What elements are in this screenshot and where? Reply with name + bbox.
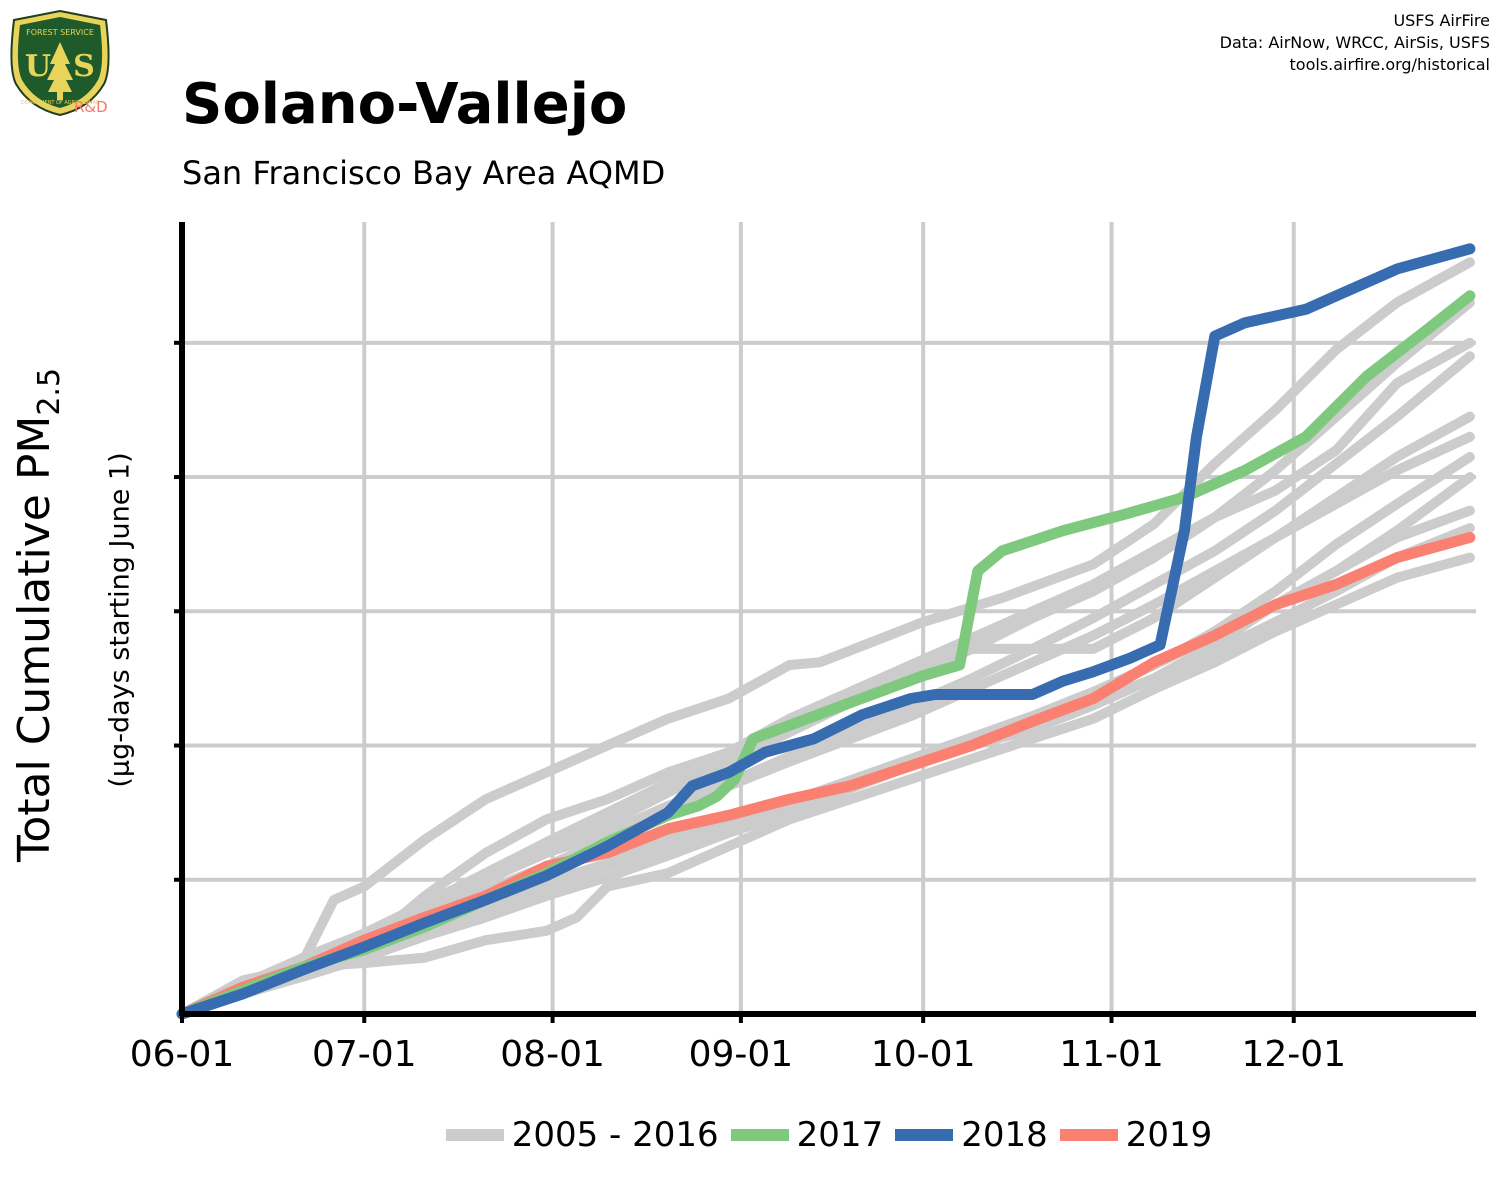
legend-swatch-2017 (730, 1129, 789, 1141)
forest-service-badge-logo: FOREST SERVICE U S DEPARTMENT OF AGRICUL… (8, 8, 112, 118)
badge-bottom-text: DEPARTMENT OF AGRICULTURE (21, 100, 99, 106)
x-tick-label-11-01: 11-01 (1059, 1034, 1164, 1075)
badge-top-text: FOREST SERVICE (26, 28, 94, 37)
svg-text:S: S (73, 49, 95, 84)
legend-item-2019: 2019 (1059, 1115, 1213, 1155)
legend-label-2017: 2017 (796, 1115, 884, 1155)
legend-label-history: 2005 - 2016 (511, 1115, 719, 1155)
credits: USFS AirFire Data: AirNow, WRCC, AirSis,… (1220, 10, 1490, 76)
highlight-series-group (176, 243, 1476, 1020)
x-tick-label-12-01: 12-01 (1241, 1034, 1346, 1075)
series-line-history-3 (177, 552, 1475, 1019)
x-tick-label-09-01: 09-01 (689, 1034, 794, 1075)
x-tick-labels: 06-01 07-01 08-01 09-01 10-01 11-01 12-01 (130, 1014, 1346, 1075)
legend-swatch-2018 (895, 1129, 954, 1141)
x-tick-label-10-01: 10-01 (871, 1034, 976, 1075)
chart-subtitle: San Francisco Bay Area AQMD (182, 154, 666, 192)
credit-line-1: USFS AirFire (1393, 11, 1490, 30)
legend-item-2017: 2017 (730, 1115, 884, 1155)
axes (179, 222, 1476, 1017)
series-line-history-2 (177, 337, 1475, 1019)
credit-line-3: tools.airfire.org/historical (1289, 55, 1490, 74)
legend-swatch-history (445, 1129, 504, 1141)
x-tick-label-07-01: 07-01 (312, 1034, 417, 1075)
legend: 2005 - 2016 2017 2018 2019 (0, 1115, 1500, 1155)
series-line-history-1 (177, 257, 1475, 1019)
x-tick-label-06-01: 06-01 (130, 1034, 235, 1075)
svg-text:U: U (25, 49, 51, 84)
legend-item-2018: 2018 (895, 1115, 1048, 1155)
series-line-2019 (176, 532, 1476, 1020)
history-series-group (177, 257, 1475, 1019)
badge-rd-label: R&D (74, 98, 108, 116)
series-line-2018 (176, 243, 1476, 1020)
legend-label-2018: 2018 (961, 1115, 1048, 1155)
credit-line-2: Data: AirNow, WRCC, AirSis, USFS (1219, 33, 1490, 52)
x-tick-label-08-01: 08-01 (500, 1034, 605, 1075)
legend-item-history: 2005 - 2016 (445, 1115, 719, 1155)
legend-label-2019: 2019 (1125, 1115, 1213, 1155)
chart-title: Solano-Vallejo (182, 72, 628, 137)
legend-swatch-2019 (1059, 1129, 1118, 1141)
